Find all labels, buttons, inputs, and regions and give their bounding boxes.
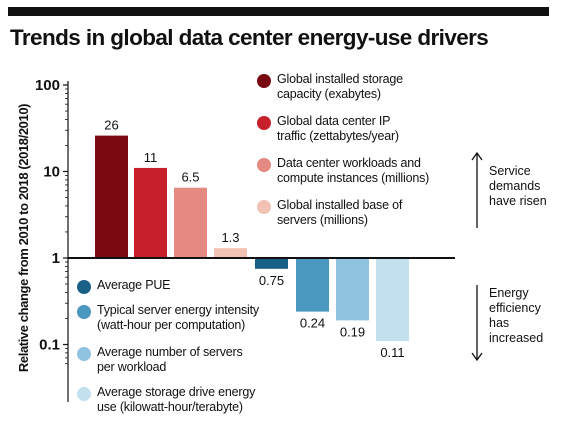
top-rule [8,7,549,16]
bar-value-label: 6.5 [181,170,199,185]
legend-label: Average number of servers per workload [97,345,243,374]
bar-value-label: 0.11 [380,345,404,360]
legend-item: Average PUE [77,278,171,294]
bar-value-label: 0.24 [300,316,325,331]
legend-swatch [77,280,91,294]
legend-item: Global installed storage capacity (exaby… [257,72,403,102]
bar-value-label: 26 [104,118,118,133]
legend-swatch [257,116,271,130]
legend-label: Global data center IP traffic (zettabyte… [277,114,399,143]
bar [174,187,207,258]
legend-label: Data center workloads and compute instan… [277,156,430,185]
bar [214,248,247,258]
bar-value-label: 1.3 [221,230,239,245]
legend-item: Average storage drive energy use (kilowa… [77,385,255,415]
bar-value-label: 0.75 [259,273,284,288]
bar [376,258,409,341]
y-tick-label: 1 [52,250,60,267]
service-demands-label: Service demands have risen [489,164,547,208]
legend-label: Typical server energy intensity (watt-ho… [97,303,259,332]
legend-swatch [77,387,91,401]
legend-item: Typical server energy intensity (watt-ho… [77,303,259,333]
bar [255,258,288,269]
legend-item: Data center workloads and compute instan… [257,156,429,186]
bar [336,258,369,321]
legend-label: Global installed storage capacity (exaby… [277,72,403,101]
legend-label: Average storage drive energy use (kilowa… [97,385,256,414]
bar-value-label: 11 [144,150,158,165]
bar-value-label: 0.19 [340,324,365,339]
legend-swatch [257,158,271,172]
y-tick-label: 100 [35,77,60,94]
down-arrow-icon [471,285,483,362]
legend-swatch [257,200,271,214]
legend-swatch [77,305,91,319]
legend-item: Global data center IP traffic (zettabyte… [257,114,399,144]
bar [134,167,167,258]
bar [95,135,128,258]
chart-title: Trends in global data center energy-use … [10,25,489,50]
y-tick-label: 0.1 [39,337,60,354]
up-arrow-icon [471,151,483,228]
legend-label: Average PUE [97,278,171,292]
legend-swatch [257,74,271,88]
legend-swatch [77,347,91,361]
y-tick-label: 10 [43,164,60,181]
energy-efficiency-label: Energy efficiency has increased [489,286,544,345]
bar [296,258,329,312]
legend-label: Global installed base of servers (millio… [277,198,403,227]
legend-item: Average number of servers per workload [77,345,243,375]
legend-item: Global installed base of servers (millio… [257,198,402,228]
